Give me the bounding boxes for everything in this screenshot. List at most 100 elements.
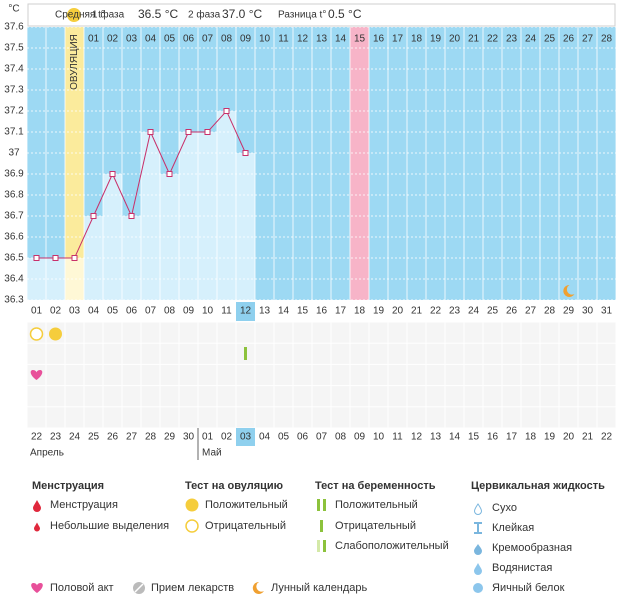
intercourse-icon — [30, 370, 43, 380]
cycle-day-label: 06 — [183, 34, 195, 45]
point — [52, 255, 59, 261]
y-tick-label: 37 — [8, 148, 20, 159]
calendar-day: 10 — [373, 432, 385, 443]
calendar-day: 14 — [449, 432, 461, 443]
cycle-day-label: 27 — [582, 34, 594, 45]
cycle-day-label: 15 — [354, 34, 366, 45]
calendar-day: 22 — [601, 432, 613, 443]
temperature-line — [36, 110, 246, 259]
legend-item: Прием лекарств — [151, 582, 234, 594]
legend-title: Тест на овуляцию — [185, 480, 283, 492]
bar — [160, 174, 179, 300]
ovulation-column — [65, 27, 84, 300]
y-axis-unit: °C — [8, 4, 19, 15]
today-highlight — [236, 428, 255, 446]
x-tick-label: 27 — [525, 306, 537, 317]
calendar-day: 27 — [126, 432, 138, 443]
point — [128, 213, 135, 219]
x-tick-label: 11 — [221, 306, 232, 317]
cycle-day-label: 13 — [316, 34, 328, 45]
month-label: Май — [202, 448, 222, 459]
legend-icon — [320, 520, 323, 532]
legend-item: Половой акт — [50, 582, 114, 594]
y-tick-label: 37.1 — [4, 127, 24, 138]
x-tick-label: 02 — [50, 306, 62, 317]
calendar-day: 15 — [468, 432, 480, 443]
x-tick-label: 15 — [297, 306, 309, 317]
moon-icon — [563, 284, 575, 297]
bar — [65, 258, 84, 300]
y-tick-label: 37.3 — [4, 85, 24, 96]
cycle-day-label: 08 — [221, 34, 233, 45]
y-tick-label: 36.7 — [4, 211, 24, 222]
x-tick-label: 21 — [411, 306, 423, 317]
calendar-day: 11 — [392, 432, 403, 443]
calendar-day: 07 — [316, 432, 328, 443]
header-label: 2 фаза — [188, 9, 221, 21]
x-tick-label: 28 — [544, 306, 556, 317]
calendar-day: 09 — [354, 432, 366, 443]
legend-icon — [317, 540, 320, 552]
legend-icon — [317, 499, 320, 511]
legend-item: Положительный — [335, 499, 418, 511]
y-tick-label: 37.5 — [4, 43, 24, 54]
legend-icon — [185, 519, 199, 533]
calendar-day: 02 — [221, 432, 233, 443]
legend-item: Клейкая — [492, 522, 534, 534]
x-tick-label: 16 — [316, 306, 328, 317]
cycle-day-label: 26 — [563, 34, 575, 45]
legend-item: Небольшие выделения — [50, 520, 169, 532]
month-label: Апрель — [30, 448, 64, 459]
legend-icon — [474, 544, 482, 555]
legend-item: Водянистая — [492, 562, 552, 574]
calendar-day: 12 — [411, 432, 423, 443]
cycle-day-label: 20 — [449, 34, 461, 45]
y-tick-label: 36.8 — [4, 190, 24, 201]
legend-item: Положительный — [205, 499, 288, 511]
x-tick-label: 29 — [563, 306, 575, 317]
point — [223, 108, 230, 114]
header-bar — [27, 3, 616, 27]
legend-icon — [473, 583, 483, 593]
point — [109, 171, 116, 177]
legend-item: Лунный календарь — [271, 582, 368, 594]
point — [185, 129, 192, 135]
legend: Менструация Менструация Небольшие выделе… — [31, 480, 605, 594]
header-value: 36.5 °C — [138, 7, 178, 21]
legend-item: Менструация — [50, 499, 118, 511]
calendar-day: 21 — [582, 432, 594, 443]
cycle-day-label: 14 — [335, 34, 347, 45]
cycle-day-label: 16 — [373, 34, 385, 45]
legend-item: Отрицательный — [335, 520, 416, 532]
legend-icon — [31, 583, 43, 593]
y-tick-label: 37.2 — [4, 106, 24, 117]
header-value: 0.5 °C — [328, 7, 362, 21]
cycle-day-label: 18 — [411, 34, 423, 45]
calendar-day: 26 — [107, 432, 119, 443]
legend-icon — [34, 522, 40, 532]
x-tick-label: 31 — [601, 306, 613, 317]
legend-icon — [185, 498, 199, 512]
calendar-day: 13 — [430, 432, 442, 443]
cycle-day-label: 24 — [525, 34, 537, 45]
legend-item: Яичный белок — [492, 582, 565, 594]
legend-title: Цервикальная жидкость — [471, 480, 605, 492]
y-tick-label: 36.4 — [4, 274, 24, 285]
legend-icon — [323, 540, 326, 552]
point — [204, 129, 211, 135]
x-tick-label: 17 — [335, 306, 347, 317]
cycle-day-label: 21 — [468, 34, 480, 45]
today-highlight — [236, 302, 255, 321]
legend-icon — [252, 581, 264, 594]
x-tick-label: 01 — [31, 306, 43, 317]
ovulation-test-icon — [49, 327, 62, 341]
ovulation-icon — [67, 8, 81, 22]
cycle-day-label: 10 — [259, 34, 271, 45]
calendar-day: 19 — [544, 432, 556, 443]
cycle-day-label: 03 — [126, 34, 138, 45]
header-label: Разница t° — [278, 10, 326, 21]
y-tick-label: 36.9 — [4, 169, 24, 180]
y-tick-label: 36.5 — [4, 253, 24, 264]
legend-item: Сухо — [492, 502, 517, 514]
pregnancy-test-icon — [244, 347, 247, 360]
